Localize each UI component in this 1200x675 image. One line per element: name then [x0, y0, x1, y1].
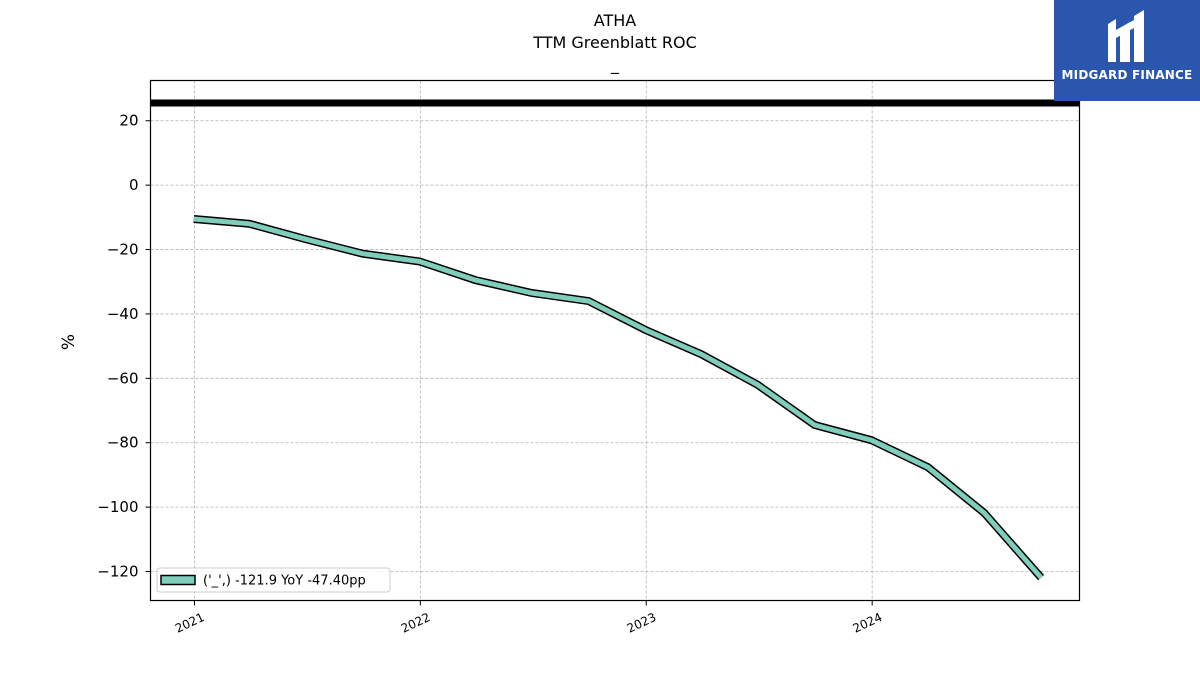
grid-layer — [150, 80, 1080, 601]
y-tick-label: −40 — [107, 305, 139, 323]
legend-swatch — [160, 574, 196, 586]
chart-sub-subtitle: _ — [611, 55, 619, 74]
y-tick-label: −120 — [97, 563, 138, 581]
chart-titles: ATHA TTM Greenblatt ROC _ — [150, 10, 1080, 76]
x-tick-label: 2024 — [851, 610, 885, 636]
chart-title: ATHA — [593, 11, 637, 30]
series-layer — [193, 215, 1045, 581]
x-tick-label: 2022 — [399, 610, 433, 636]
x-tick-label: 2023 — [625, 610, 659, 636]
x-axis: 2021 2022 2023 2024 — [173, 600, 885, 636]
legend-label: ('_',) -121.9 YoY -47.40pp — [203, 574, 366, 589]
series-line-outline — [193, 215, 1045, 581]
x-tick-label: 2021 — [173, 610, 207, 636]
y-axis-label: % — [59, 334, 79, 350]
y-tick-label: −100 — [97, 498, 138, 516]
brand-logo: MIDGARD FINANCE — [1054, 0, 1200, 101]
chart-subtitle: TTM Greenblatt ROC — [533, 33, 697, 52]
y-tick-label: −60 — [107, 369, 139, 387]
plot-frame — [149, 79, 1081, 602]
y-axis: 20 0 −20 −40 −60 −80 −100 −120 — [97, 112, 151, 581]
midgard-logo-icon — [1108, 10, 1144, 62]
legend-box — [156, 567, 391, 593]
logo-text: MIDGARD FINANCE — [1061, 68, 1193, 82]
y-tick-label: 20 — [119, 112, 138, 130]
y-tick-label: −80 — [107, 434, 139, 452]
series-line — [193, 216, 1043, 580]
legend: ('_',) -121.9 YoY -47.40pp — [156, 567, 391, 593]
y-tick-label: 0 — [129, 176, 139, 194]
y-tick-label: −20 — [107, 241, 139, 259]
